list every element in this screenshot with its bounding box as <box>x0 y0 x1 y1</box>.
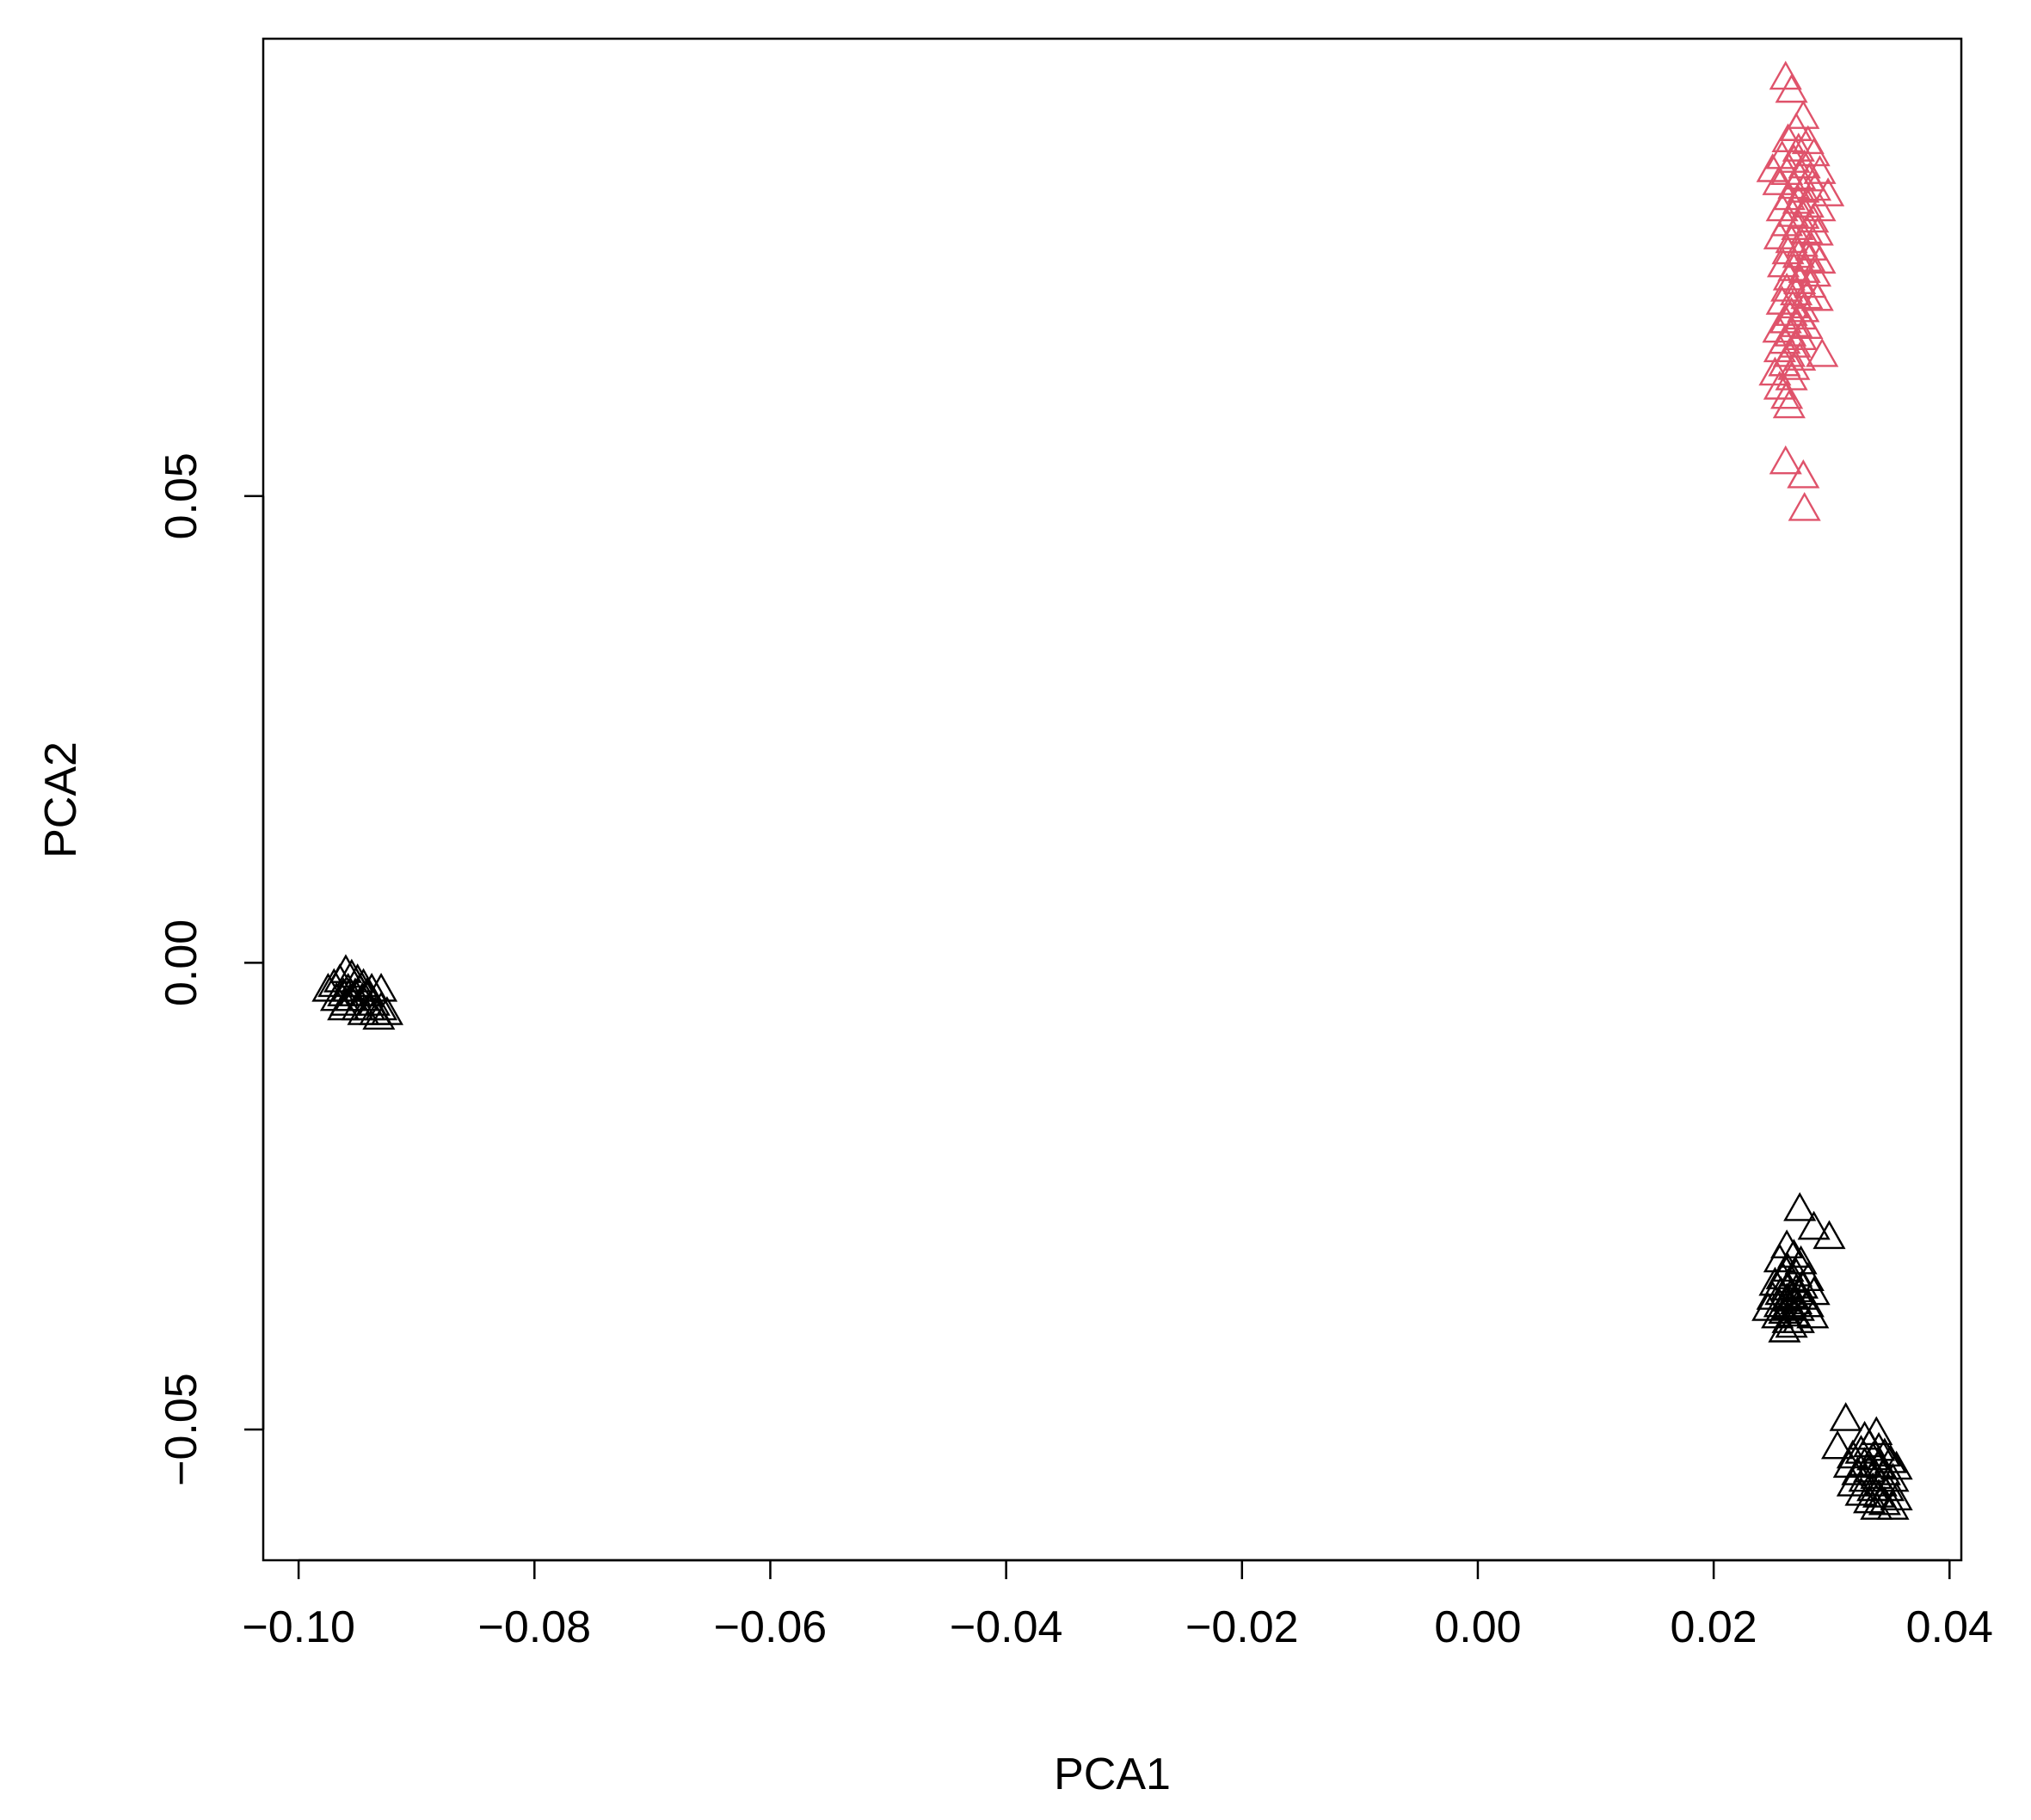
data-point <box>1766 248 1800 278</box>
data-point <box>1758 356 1792 386</box>
series-1 <box>1756 60 1845 521</box>
data-point <box>1768 1313 1801 1343</box>
data-point <box>1813 1220 1846 1250</box>
data-point <box>1783 1191 1817 1221</box>
data-point <box>1769 304 1802 334</box>
data-point <box>1775 297 1808 326</box>
x-axis-title: PCA1 <box>1054 1749 1171 1799</box>
data-point <box>365 991 398 1021</box>
data-point <box>1868 1485 1901 1516</box>
data-point <box>1862 1448 1896 1479</box>
data-point <box>1782 1304 1815 1333</box>
data-point <box>327 991 360 1021</box>
x-tick-label: −0.06 <box>714 1602 828 1652</box>
x-axis: −0.10 −0.08 −0.06 −0.04 −0.02 0.00 0.02 0.04 <box>242 1559 1993 1652</box>
data-point <box>1765 1260 1799 1289</box>
x-tick-label: 0.04 <box>1906 1602 1993 1652</box>
data-point <box>1772 389 1806 419</box>
data-point <box>1860 1491 1893 1520</box>
data-point <box>370 996 403 1025</box>
data-point <box>1780 276 1813 305</box>
data-point <box>1844 1476 1878 1506</box>
data-point <box>1787 459 1820 489</box>
data-point <box>362 1000 396 1030</box>
data-point <box>1770 379 1804 409</box>
data-point <box>1788 492 1821 521</box>
data-point <box>1853 1484 1886 1514</box>
data-point <box>1780 1285 1813 1315</box>
data-point <box>1862 1479 1896 1508</box>
y-axis-title: PCA2 <box>36 741 86 858</box>
data-point <box>1806 337 1839 367</box>
y-axis: −0.05 0.00 0.05 <box>157 452 265 1486</box>
x-tick-label: 0.00 <box>1434 1602 1521 1652</box>
data-point <box>1777 351 1811 380</box>
data-point <box>1763 370 1796 400</box>
data-point <box>1797 1210 1831 1240</box>
data-point <box>1797 137 1831 167</box>
data-point <box>1791 1288 1825 1318</box>
data-point <box>1798 257 1832 287</box>
data-point <box>1803 244 1837 274</box>
x-tick-label: −0.02 <box>1185 1602 1299 1652</box>
data-point <box>1771 1252 1805 1282</box>
data-point <box>1821 1430 1855 1460</box>
data-point <box>1769 445 1802 475</box>
data-point <box>1876 1491 1910 1520</box>
y-tick-label: 0.05 <box>157 452 206 539</box>
data-point <box>1790 280 1824 310</box>
data-point <box>1798 171 1832 201</box>
x-tick-label: −0.08 <box>478 1602 592 1652</box>
data-point <box>1784 321 1818 351</box>
data-point <box>357 987 391 1016</box>
data-point <box>1796 1299 1830 1329</box>
x-tick-label: 0.02 <box>1671 1602 1757 1652</box>
data-point <box>1775 73 1808 103</box>
data-point <box>1762 166 1795 195</box>
data-point <box>1774 317 1807 347</box>
data-point <box>1868 1456 1901 1485</box>
data-point <box>1763 333 1796 363</box>
data-point <box>1775 1308 1808 1338</box>
x-tick-label: −0.10 <box>242 1602 355 1652</box>
data-point <box>1782 184 1815 214</box>
series-2 <box>311 954 1913 1520</box>
y-tick-label: 0.00 <box>157 919 206 1006</box>
data-point <box>1829 1402 1862 1431</box>
x-tick-label: −0.04 <box>950 1602 1063 1652</box>
data-point <box>1769 60 1802 90</box>
data-point <box>1812 177 1845 206</box>
data-point <box>1777 169 1811 200</box>
points-layer <box>311 60 1913 1520</box>
y-tick-label: −0.05 <box>157 1373 206 1486</box>
data-point <box>1785 1281 1819 1310</box>
data-point <box>1800 281 1834 311</box>
